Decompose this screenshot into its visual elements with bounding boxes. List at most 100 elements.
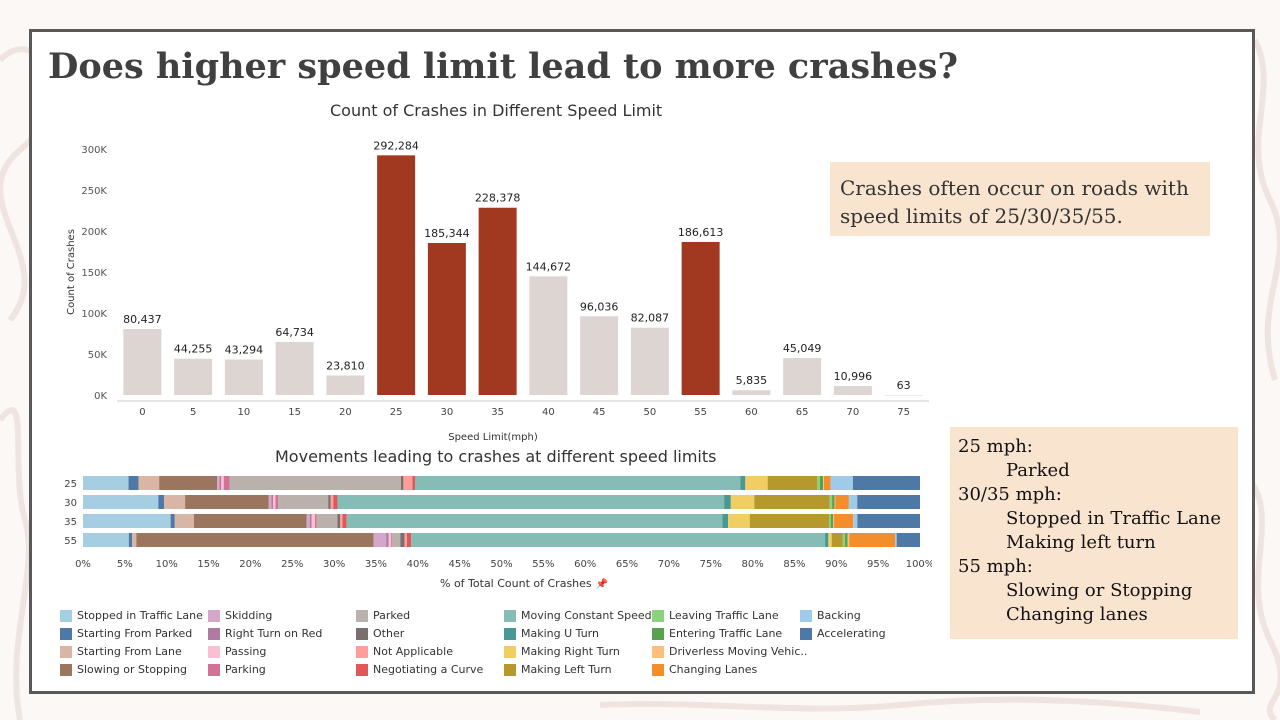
legend-item[interactable]: Not Applicable (356, 645, 453, 658)
note-detail-line: Stopped in Traffic Lane (1006, 508, 1222, 529)
legend-item[interactable]: Driverless Moving Vehic.. (652, 645, 807, 658)
legend-item[interactable]: Parked (356, 609, 410, 622)
legend-item[interactable]: Moving Constant Speed (504, 609, 652, 622)
x-tick-label: 95% (867, 559, 889, 570)
legend-label: Slowing or Stopping (77, 663, 188, 676)
segment-passing (221, 476, 224, 490)
legend-label: Making Left Turn (521, 663, 612, 676)
legend-item[interactable]: Parking (208, 663, 266, 676)
note-heading-line: 55 mph: (958, 556, 1033, 577)
legend-item[interactable]: Changing Lanes (652, 663, 757, 676)
legend-item[interactable]: Making U Turn (504, 627, 599, 640)
slide-frame: Does higher speed limit lead to more cra… (29, 29, 1255, 694)
segment-changing-lanes (849, 533, 896, 547)
segment-slowing-or-stopping (136, 533, 374, 547)
legend-swatch (504, 627, 516, 640)
legend-item[interactable]: Making Left Turn (504, 663, 612, 676)
x-tick-label: 15% (197, 559, 219, 570)
y-axis-title: Count of Crashes (66, 229, 77, 315)
bar-value-label: 186,613 (678, 226, 724, 239)
bar-value-label: 45,049 (783, 342, 822, 355)
segment-accelerating (896, 533, 920, 547)
segment-negotiating-a-curve (333, 495, 338, 509)
legend-item[interactable]: Other (356, 627, 404, 640)
bar-value-label: 82,087 (631, 312, 670, 325)
segment-other (400, 533, 405, 547)
slide-title: Does higher speed limit lead to more cra… (48, 46, 958, 87)
legend: Stopped in Traffic Lane Starting From Par… (60, 609, 920, 679)
legend-swatch (356, 627, 368, 640)
speed-movement-notes: 25 mph: Parked 30/35 mph: Stopped in Traffi… (950, 427, 1238, 639)
x-tick-label: 30 (441, 407, 454, 418)
segment-entering-traffic-lane (832, 495, 835, 509)
x-tick-label: 45 (593, 407, 606, 418)
legend-swatch (208, 663, 220, 676)
x-tick-label: 30% (323, 559, 345, 570)
x-tick-label: 85% (783, 559, 805, 570)
bar-value-label: 185,344 (424, 227, 470, 240)
segment-changing-lanes (835, 495, 849, 509)
x-tick-label: 50% (490, 559, 512, 570)
legend-item[interactable]: Right Turn on Red (208, 627, 322, 640)
legend-item[interactable]: Starting From Parked (60, 627, 192, 640)
note-heading-line: 25 mph: (958, 436, 1033, 457)
legend-label: Starting From Parked (77, 627, 193, 640)
legend-swatch (60, 645, 72, 658)
legend-label: Starting From Lane (77, 645, 182, 658)
segment-accelerating (857, 514, 920, 528)
segment-changing-lanes (823, 476, 831, 490)
legend-item[interactable]: Stopped in Traffic Lane (60, 609, 203, 622)
segment-starting-from-lane (174, 514, 194, 528)
segment-driverless-moving-vehic- (833, 514, 835, 528)
segment-right-turn-on-red (271, 495, 273, 509)
legend-swatch (60, 609, 72, 622)
legend-item[interactable]: Negotiating a Curve (356, 663, 483, 676)
segment-skidding (217, 476, 220, 490)
x-tick-label: 5 (190, 407, 196, 418)
stacked-x-axis-label: % of Total Count of Crashes (440, 577, 592, 590)
y-tick-label: 250K (81, 186, 107, 197)
segment-negotiating-a-curve (412, 476, 415, 490)
legend-label: Other (373, 627, 405, 640)
x-tick-label: 60 (745, 407, 758, 418)
legend-item[interactable]: Passing (208, 645, 266, 658)
bar-value-label: 63 (897, 379, 911, 392)
legend-label: Right Turn on Red (225, 627, 323, 640)
bar-chart-title: Count of Crashes in Different Speed Limi… (330, 101, 663, 120)
legend-item[interactable]: Skidding (208, 609, 272, 622)
segment-other (337, 514, 341, 528)
note-detail-line: Parked (1006, 460, 1070, 481)
legend-item[interactable]: Leaving Traffic Lane (652, 609, 779, 622)
legend-label: Making Right Turn (521, 645, 620, 658)
legend-item[interactable]: Accelerating (800, 627, 886, 640)
x-tick-label: 50 (644, 407, 657, 418)
legend-label: Moving Constant Speed (521, 609, 652, 622)
legend-label: Backing (817, 609, 861, 622)
x-tick-label: 75 (897, 407, 910, 418)
legend-item[interactable]: Entering Traffic Lane (652, 627, 782, 640)
legend-swatch (208, 645, 220, 658)
legend-item[interactable]: Making Right Turn (504, 645, 620, 658)
segment-not-applicable (404, 533, 407, 547)
legend-item[interactable]: Backing (800, 609, 861, 622)
segment-skidding (306, 514, 310, 528)
legend-item[interactable]: Starting From Lane (60, 645, 182, 658)
x-tick-label: 25% (281, 559, 303, 570)
segment-making-left-turn (767, 476, 818, 490)
movement-stacked-chart: 25 30 35 55 0% 5% 10% 15% 20% 25% 30% 35% 40% 45% 50% 5… (64, 476, 932, 570)
x-axis-title: Speed Limit(mph) (448, 432, 538, 443)
segment-starting-from-lane (164, 495, 186, 509)
segment-leaving-traffic-lane (817, 476, 820, 490)
segment-passing (272, 495, 276, 509)
x-tick-label: 75% (700, 559, 722, 570)
bar-30 (427, 243, 466, 395)
bar-value-label: 44,255 (174, 343, 213, 356)
segment-slowing-or-stopping (159, 476, 218, 490)
segment-starting-from-parked (128, 533, 133, 547)
legend-item[interactable]: Slowing or Stopping (60, 663, 187, 676)
pin-icon[interactable]: 📌 (595, 579, 609, 590)
legend-swatch (504, 609, 516, 622)
segment-starting-from-lane (132, 533, 137, 547)
segment-not-applicable (403, 476, 413, 490)
x-tick-label: 5% (117, 559, 133, 570)
